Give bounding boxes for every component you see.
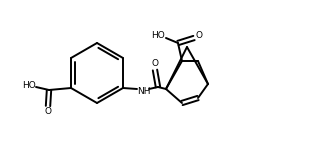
- Text: O: O: [44, 106, 51, 115]
- Text: O: O: [151, 60, 158, 69]
- Text: NH: NH: [137, 88, 151, 96]
- Text: HO: HO: [151, 31, 165, 40]
- Text: HO: HO: [22, 81, 36, 91]
- Text: O: O: [196, 30, 203, 39]
